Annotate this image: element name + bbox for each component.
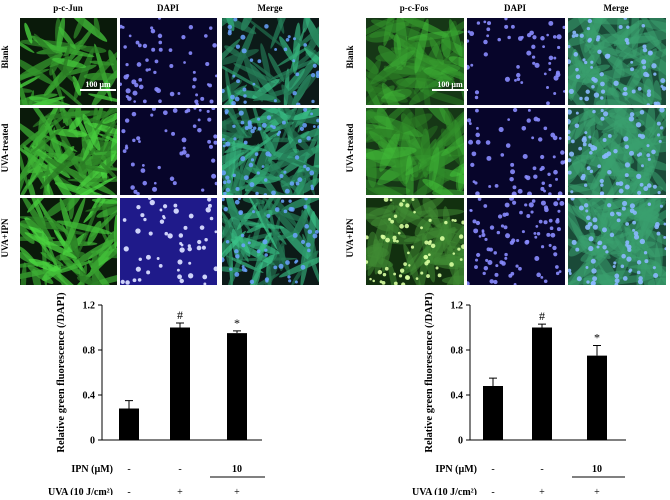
significance-marker: * <box>594 331 600 345</box>
scale-bar-line <box>80 89 116 91</box>
scale-bar-right: 100 µm <box>432 80 468 91</box>
y-tick-label: 0.4 <box>451 391 464 402</box>
micrograph-left-r3-c2 <box>120 198 217 285</box>
row-label-uva-treated-right: UVA-treated <box>345 123 355 173</box>
micrograph-left-r1-c2 <box>120 18 217 105</box>
bar-chart-left: 0 0.4 0.8 1.2 Relative green fluorescence (/… <box>0 290 335 498</box>
scale-bar-label-right: 100 µm <box>437 80 463 89</box>
bar <box>587 355 607 440</box>
condition-value-ipn: - <box>540 464 543 475</box>
micrograph-right-r1-c3 <box>568 18 666 105</box>
y-tick-label: 1.2 <box>451 301 464 312</box>
y-axis-label: Relative green fluorescence (/DAPI) <box>56 292 67 453</box>
column-title-p-c-fos: p-c-Fos <box>399 3 429 13</box>
micrograph-right-r1-c1 <box>366 18 464 105</box>
micrograph-left-r2-c1 <box>20 108 117 195</box>
column-title-dapi-right: DAPI <box>504 3 526 13</box>
micrograph-left-r3-c3 <box>222 198 319 285</box>
micrograph-right-r1-c2 <box>467 18 565 105</box>
row-label-blank-right: Blank <box>345 45 355 69</box>
condition-value-ipn: 10 <box>592 464 602 475</box>
bar-chart-right: 0 0.4 0.8 1.2 Relative green fluorescence (/… <box>340 290 670 498</box>
y-tick-label: 0.4 <box>83 391 96 402</box>
condition-value-ipn: - <box>178 464 181 475</box>
micrograph-left-r3-c1 <box>20 198 117 285</box>
significance-marker: # <box>539 309 545 323</box>
condition-value-ipn: 10 <box>232 464 242 475</box>
condition-value-uva: - <box>491 487 494 495</box>
scale-bar-left: 100 µm <box>80 80 116 91</box>
condition-value-ipn: - <box>491 464 494 475</box>
row-label-uva-treated: UVA-treated <box>0 123 10 173</box>
y-tick-label: 1.2 <box>83 301 96 312</box>
condition-value-uva: + <box>594 487 600 495</box>
bar <box>532 327 552 440</box>
micrograph-right-r3-c2 <box>467 198 565 285</box>
condition-value-uva: + <box>234 487 240 495</box>
micrograph-right-r3-c3 <box>568 198 666 285</box>
bar <box>170 327 190 440</box>
scale-bar-label: 100 µm <box>85 80 111 89</box>
condition-value-uva: - <box>127 487 130 495</box>
bar <box>227 333 247 440</box>
significance-marker: # <box>177 308 183 322</box>
micrograph-right-r2-c2 <box>467 108 565 195</box>
condition-value-uva: + <box>177 487 183 495</box>
micrograph-right-r3-c1 <box>366 198 464 285</box>
micrograph-left-r2-c3 <box>222 108 319 195</box>
micrograph-left-r2-c2 <box>120 108 217 195</box>
micrograph-right-r2-c3 <box>568 108 666 195</box>
condition-label-ipn: IPN (µM) <box>435 464 477 475</box>
row-label-uva-ipn: UVA+IPN <box>0 218 10 258</box>
y-tick-label: 0 <box>458 436 463 447</box>
row-label-uva-ipn-right: UVA+IPN <box>345 218 355 258</box>
condition-label-uva: UVA (10 J/cm²) <box>48 487 113 495</box>
significance-marker: * <box>234 316 240 330</box>
y-tick-label: 0.8 <box>451 346 464 357</box>
condition-label-uva: UVA (10 J/cm²) <box>412 487 477 495</box>
condition-value-uva: + <box>539 487 545 495</box>
micrograph-left-r1-c1 <box>20 18 117 105</box>
y-tick-label: 0 <box>90 436 95 447</box>
row-label-blank: Blank <box>0 45 10 69</box>
bar <box>483 386 503 440</box>
column-title-merge: Merge <box>257 3 283 13</box>
micrograph-left-r1-c3 <box>222 18 319 105</box>
y-axis-label: Relative green fluorescence (/DAPI) <box>424 292 435 453</box>
bar-chart-left-svg: 0 0.4 0.8 1.2 Relative green fluorescence (/… <box>48 292 265 498</box>
micrograph-right-r2-c1 <box>366 108 464 195</box>
column-title-p-c-jun: p-c-Jun <box>53 3 83 13</box>
scale-bar-line-right <box>432 89 468 91</box>
y-tick-label: 0.8 <box>83 346 96 357</box>
column-title-dapi: DAPI <box>157 3 179 13</box>
bar <box>119 408 139 440</box>
bar-chart-right-svg: 0 0.4 0.8 1.2 Relative green fluorescence (/… <box>412 292 626 498</box>
column-title-merge-right: Merge <box>603 3 629 13</box>
condition-value-ipn: - <box>127 464 130 475</box>
condition-label-ipn: IPN (µM) <box>71 464 113 475</box>
